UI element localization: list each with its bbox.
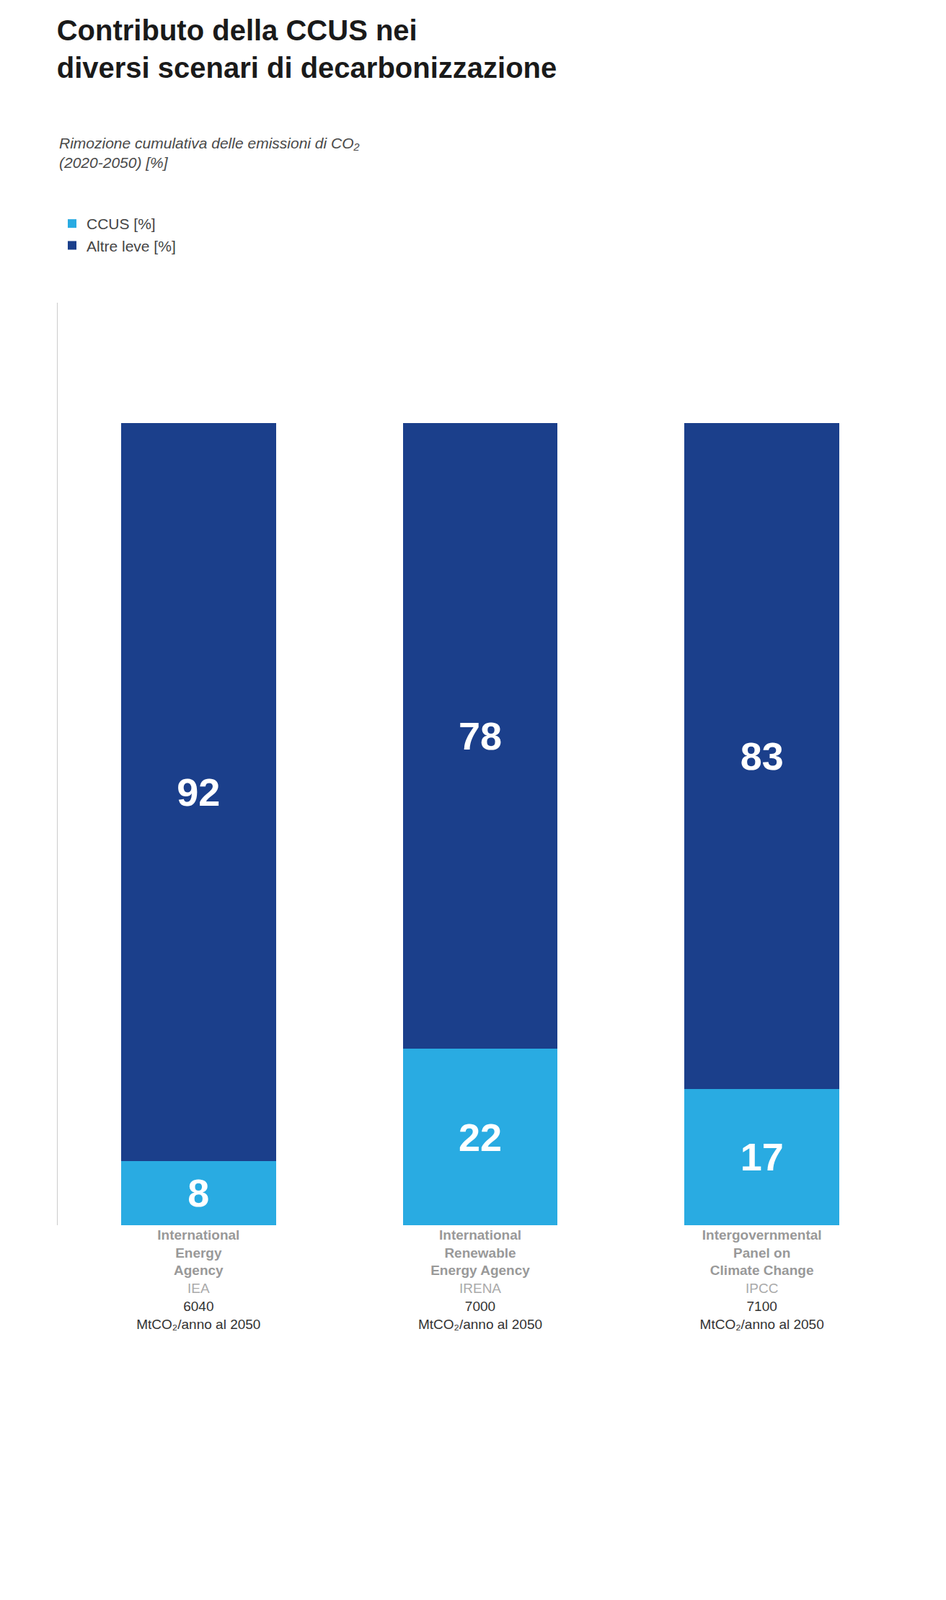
svg-text:92: 92 <box>176 770 220 815</box>
svg-text:Rimozione cumulativa delle emi: Rimozione cumulativa delle emissioni di … <box>59 134 360 171</box>
svg-text:22: 22 <box>458 1116 502 1160</box>
svg-text:78: 78 <box>458 714 502 758</box>
svg-text:IntergovernmentalPanel onClima: IntergovernmentalPanel onClimate ChangeI… <box>700 1227 825 1333</box>
svg-text:InternationalEnergyAgencyIEA60: InternationalEnergyAgencyIEA6040MtCO₂/an… <box>136 1227 261 1333</box>
svg-text:17: 17 <box>740 1135 784 1179</box>
svg-text:Contributo della CCUS neidiver: Contributo della CCUS neidiversi scenari… <box>56 14 558 84</box>
svg-text:Altre leve [%]: Altre leve [%] <box>86 237 176 255</box>
svg-text:83: 83 <box>740 734 784 778</box>
svg-text:InternationalRenewableEnergy A: InternationalRenewableEnergy AgencyIRENA… <box>418 1227 543 1333</box>
svg-text:8: 8 <box>187 1171 210 1215</box>
svg-text:CCUS [%]: CCUS [%] <box>86 215 156 233</box>
